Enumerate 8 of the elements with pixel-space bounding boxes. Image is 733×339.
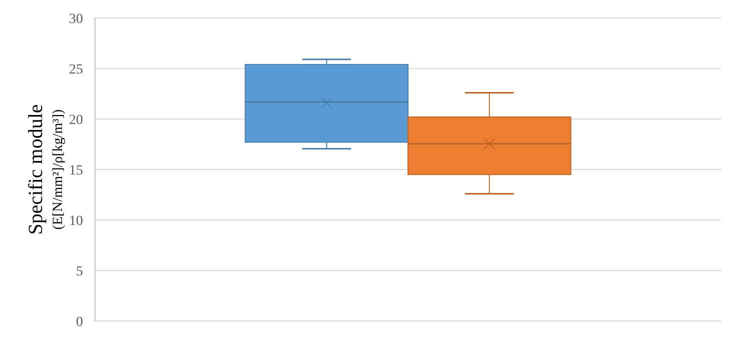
- y-tick-label: 5: [76, 264, 83, 280]
- y-tick-label: 0: [76, 314, 83, 330]
- y-tick-label: 30: [69, 12, 83, 27]
- y-axis-title: Specific module (E[N/mm²]/ρ[kg/m³]): [25, 104, 66, 235]
- y-tick-label: 10: [69, 214, 83, 229]
- y-tick-label: 15: [69, 163, 83, 178]
- y-tick-label: 25: [69, 62, 83, 78]
- y-tick-label: 20: [69, 112, 83, 128]
